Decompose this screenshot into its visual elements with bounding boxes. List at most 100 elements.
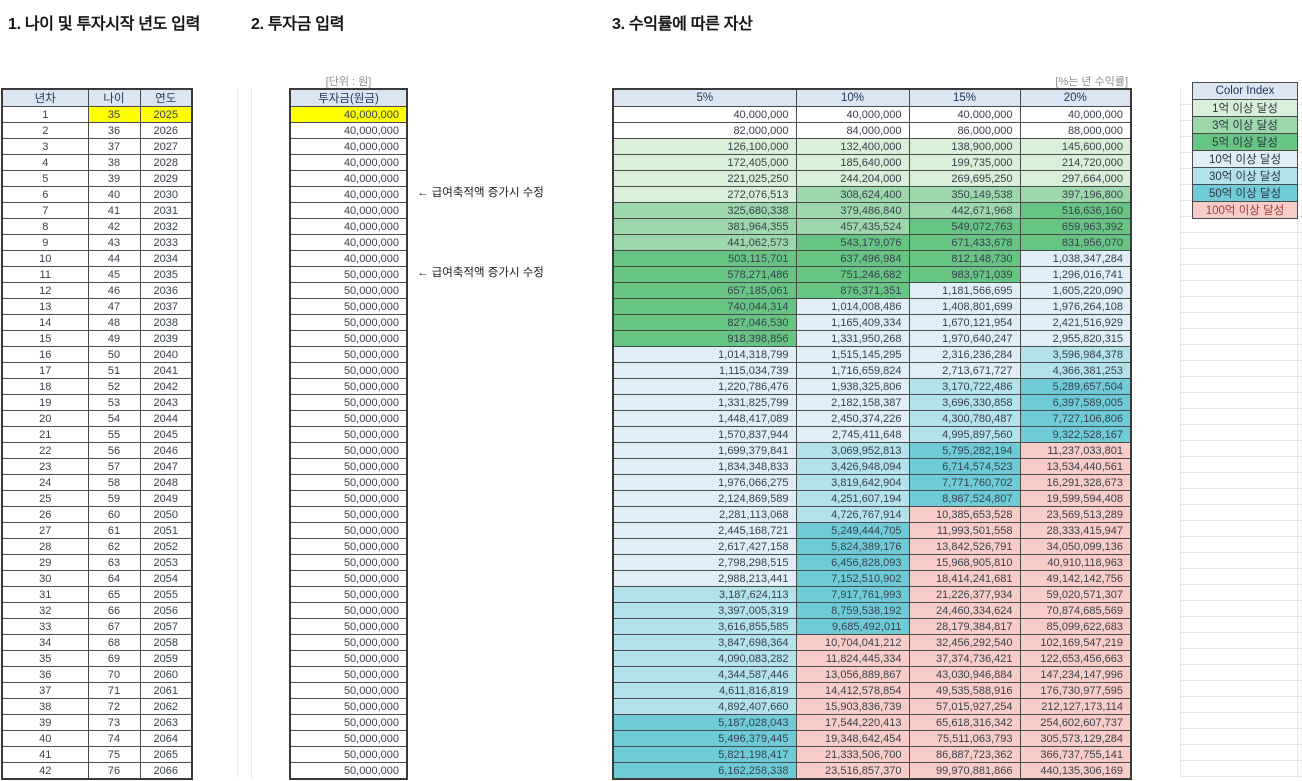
year-cell[interactable]: 2065 [139, 746, 193, 763]
age-cell[interactable]: 67 [87, 618, 141, 635]
year-index-cell[interactable]: 24 [1, 474, 89, 491]
year-cell[interactable]: 2041 [139, 362, 193, 379]
asset-cell[interactable]: 70,874,685,569 [1019, 602, 1132, 619]
year-cell[interactable]: 2046 [139, 442, 193, 459]
investment-cell[interactable]: 40,000,000 [289, 202, 408, 219]
investment-cell[interactable]: 50,000,000 [289, 314, 408, 331]
asset-cell[interactable]: 1,165,409,334 [795, 314, 910, 331]
asset-cell[interactable]: 578,271,486 [612, 266, 797, 283]
asset-cell[interactable]: 15,903,836,739 [795, 698, 910, 715]
investment-column-header[interactable]: 투자금(원금) [289, 88, 408, 107]
asset-cell[interactable]: 254,602,607,737 [1019, 714, 1132, 731]
asset-cell[interactable]: 2,617,427,158 [612, 538, 797, 555]
asset-cell[interactable]: 7,771,760,702 [908, 474, 1021, 491]
year-index-cell[interactable]: 30 [1, 570, 89, 587]
year-index-cell[interactable]: 3 [1, 138, 89, 155]
year-index-cell[interactable]: 18 [1, 378, 89, 395]
age-cell[interactable]: 41 [87, 202, 141, 219]
asset-cell[interactable]: 305,573,129,284 [1019, 730, 1132, 747]
asset-cell[interactable]: 19,348,642,454 [795, 730, 910, 747]
asset-cell[interactable]: 297,664,000 [1019, 170, 1132, 187]
asset-cell[interactable]: 4,995,897,560 [908, 426, 1021, 443]
asset-cell[interactable]: 23,516,857,370 [795, 762, 910, 780]
asset-cell[interactable]: 9,685,492,011 [795, 618, 910, 635]
age-cell[interactable]: 57 [87, 458, 141, 475]
asset-cell[interactable]: 40,000,000 [795, 106, 910, 123]
asset-cell[interactable]: 4,366,381,253 [1019, 362, 1132, 379]
investment-cell[interactable]: 50,000,000 [289, 698, 408, 715]
year-cell[interactable]: 2033 [139, 234, 193, 251]
year-cell[interactable]: 2044 [139, 410, 193, 427]
asset-cell[interactable]: 40,000,000 [612, 106, 797, 123]
age-cell[interactable]: 70 [87, 666, 141, 683]
asset-cell[interactable]: 122,653,456,663 [1019, 650, 1132, 667]
investment-cell[interactable]: 50,000,000 [289, 714, 408, 731]
asset-cell[interactable]: 21,226,377,934 [908, 586, 1021, 603]
age-cell[interactable]: 74 [87, 730, 141, 747]
asset-cell[interactable]: 18,414,241,681 [908, 570, 1021, 587]
investment-cell[interactable]: 50,000,000 [289, 490, 408, 507]
year-cell[interactable]: 2062 [139, 698, 193, 715]
asset-cell[interactable]: 1,181,566,695 [908, 282, 1021, 299]
asset-cell[interactable]: 2,955,820,315 [1019, 330, 1132, 347]
investment-cell[interactable]: 50,000,000 [289, 762, 408, 780]
asset-cell[interactable]: 126,100,000 [612, 138, 797, 155]
asset-cell[interactable]: 3,616,855,585 [612, 618, 797, 635]
asset-cell[interactable]: 350,149,538 [908, 186, 1021, 203]
asset-cell[interactable]: 457,435,524 [795, 218, 910, 235]
asset-cell[interactable]: 1,014,008,486 [795, 298, 910, 315]
asset-cell[interactable]: 82,000,000 [612, 122, 797, 139]
age-cell[interactable]: 66 [87, 602, 141, 619]
rate-column-header[interactable]: 20% [1019, 88, 1132, 107]
asset-cell[interactable]: 440,135,306,169 [1019, 762, 1132, 780]
age-cell[interactable]: 39 [87, 170, 141, 187]
year-index-cell[interactable]: 28 [1, 538, 89, 555]
age-cell[interactable]: 64 [87, 570, 141, 587]
year-index-cell[interactable]: 41 [1, 746, 89, 763]
asset-cell[interactable]: 3,426,948,094 [795, 458, 910, 475]
year-cell[interactable]: 2045 [139, 426, 193, 443]
year-cell[interactable]: 2037 [139, 298, 193, 315]
asset-cell[interactable]: 1,296,016,741 [1019, 266, 1132, 283]
year-index-cell[interactable]: 9 [1, 234, 89, 251]
age-cell[interactable]: 47 [87, 298, 141, 315]
asset-cell[interactable]: 21,333,506,700 [795, 746, 910, 763]
asset-cell[interactable]: 441,062,573 [612, 234, 797, 251]
year-index-cell[interactable]: 23 [1, 458, 89, 475]
asset-cell[interactable]: 671,433,678 [908, 234, 1021, 251]
year-cell[interactable]: 2026 [139, 122, 193, 139]
age-cell[interactable]: 43 [87, 234, 141, 251]
investment-cell[interactable]: 50,000,000 [289, 522, 408, 539]
year-cell[interactable]: 2066 [139, 762, 193, 780]
investment-cell[interactable]: 50,000,000 [289, 282, 408, 299]
year-cell[interactable]: 2042 [139, 378, 193, 395]
asset-cell[interactable]: 10,704,041,212 [795, 634, 910, 651]
asset-cell[interactable]: 827,046,530 [612, 314, 797, 331]
asset-cell[interactable]: 1,716,659,824 [795, 362, 910, 379]
asset-cell[interactable]: 147,234,147,996 [1019, 666, 1132, 683]
investment-cell[interactable]: 50,000,000 [289, 330, 408, 347]
year-index-cell[interactable]: 33 [1, 618, 89, 635]
asset-cell[interactable]: 1,014,318,799 [612, 346, 797, 363]
asset-cell[interactable]: 3,170,722,486 [908, 378, 1021, 395]
age-cell[interactable]: 68 [87, 634, 141, 651]
investment-cell[interactable]: 40,000,000 [289, 138, 408, 155]
age-cell[interactable]: 61 [87, 522, 141, 539]
asset-cell[interactable]: 185,640,000 [795, 154, 910, 171]
asset-cell[interactable]: 8,759,538,192 [795, 602, 910, 619]
asset-cell[interactable]: 59,020,571,307 [1019, 586, 1132, 603]
input-cell[interactable]: 35 [87, 106, 141, 123]
asset-cell[interactable]: 983,971,039 [908, 266, 1021, 283]
asset-cell[interactable]: 8,987,524,807 [908, 490, 1021, 507]
investment-cell[interactable]: 50,000,000 [289, 602, 408, 619]
year-cell[interactable]: 2054 [139, 570, 193, 587]
asset-cell[interactable]: 3,819,642,904 [795, 474, 910, 491]
asset-cell[interactable]: 86,887,723,362 [908, 746, 1021, 763]
asset-cell[interactable]: 88,000,000 [1019, 122, 1132, 139]
age-cell[interactable]: 62 [87, 538, 141, 555]
asset-cell[interactable]: 503,115,701 [612, 250, 797, 267]
asset-cell[interactable]: 13,534,440,561 [1019, 458, 1132, 475]
year-index-cell[interactable]: 26 [1, 506, 89, 523]
asset-cell[interactable]: 3,069,952,813 [795, 442, 910, 459]
asset-cell[interactable]: 65,618,316,342 [908, 714, 1021, 731]
